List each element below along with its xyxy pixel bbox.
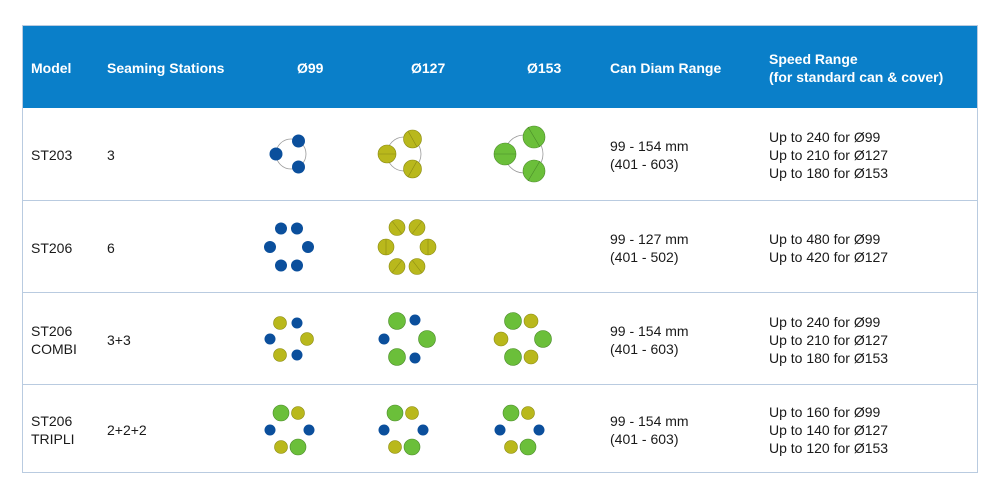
range-code: (401 - 603) bbox=[610, 431, 679, 447]
range-mm: 99 - 154 mm bbox=[610, 323, 689, 339]
table-row-st206-combi: ST206 COMBI 3+3 99 bbox=[23, 292, 977, 384]
speed-line: Up to 180 for Ø153 bbox=[769, 350, 889, 366]
range-code: (401 - 603) bbox=[610, 156, 679, 172]
station-diagram-3-yellow bbox=[377, 129, 422, 179]
model-name: ST206 bbox=[31, 413, 73, 429]
row-stations: 3 bbox=[107, 147, 115, 163]
row-can-range: 99 - 154 mm (401 - 603) bbox=[610, 137, 689, 173]
range-code: (401 - 502) bbox=[610, 249, 679, 265]
table-row-st206: ST206 6 bbox=[23, 200, 977, 292]
table-header: Model Seaming Stations Ø99 Ø127 Ø153 Can… bbox=[23, 26, 977, 108]
row-stations: 2+2+2 bbox=[107, 422, 147, 438]
speed-line: Up to 180 for Ø153 bbox=[769, 165, 889, 181]
row-can-range: 99 - 154 mm (401 - 603) bbox=[610, 412, 689, 448]
station-diagram-combi-blue-green bbox=[378, 312, 436, 366]
station-diagram-6-yellow bbox=[377, 219, 437, 275]
row-can-range: 99 - 154 mm (401 - 603) bbox=[610, 322, 689, 358]
speed-line: Up to 140 for Ø127 bbox=[769, 422, 889, 438]
row-stations: 6 bbox=[107, 240, 115, 256]
range-mm: 99 - 154 mm bbox=[610, 138, 689, 154]
header-d153: Ø153 bbox=[527, 60, 562, 76]
station-diagram-combi-blue-yellow bbox=[264, 316, 314, 362]
row-stations: 3+3 bbox=[107, 332, 131, 348]
model-name: ST206 bbox=[31, 240, 73, 256]
speed-line: Up to 240 for Ø99 bbox=[769, 129, 881, 145]
header-seaming-stations: Seaming Stations bbox=[107, 60, 225, 76]
row-speed-range: Up to 160 for Ø99 Up to 140 for Ø127 Up … bbox=[769, 403, 888, 457]
header-can-diam-range: Can Diam Range bbox=[610, 60, 722, 76]
station-diagram-tripli-1 bbox=[264, 404, 315, 456]
table-row-st206-tripli: ST206 TRIPLI 2+2+2 bbox=[23, 384, 977, 472]
speed-line: Up to 480 for Ø99 bbox=[769, 231, 881, 247]
row-model: ST206 bbox=[31, 239, 72, 257]
range-mm: 99 - 127 mm bbox=[610, 231, 689, 247]
header-model: Model bbox=[31, 60, 72, 76]
speed-line: Up to 210 for Ø127 bbox=[769, 332, 889, 348]
header-speed-range: Speed Range (for standard can & cover) bbox=[769, 50, 943, 86]
speed-line: Up to 420 for Ø127 bbox=[769, 249, 889, 265]
header-d127: Ø127 bbox=[411, 60, 446, 76]
station-diagram-combi-yellow-green bbox=[493, 312, 552, 366]
speed-line: Up to 160 for Ø99 bbox=[769, 404, 881, 420]
model-variant: TRIPLI bbox=[31, 431, 75, 447]
speed-line: Up to 240 for Ø99 bbox=[769, 314, 881, 330]
speed-line: Up to 120 for Ø153 bbox=[769, 440, 889, 456]
row-speed-range: Up to 480 for Ø99 Up to 420 for Ø127 bbox=[769, 230, 888, 266]
range-code: (401 - 603) bbox=[610, 341, 679, 357]
header-speed-range-title: Speed Range bbox=[769, 51, 858, 67]
row-model: ST206 TRIPLI bbox=[31, 412, 75, 448]
header-d99: Ø99 bbox=[297, 60, 324, 76]
station-diagram-3-blue bbox=[269, 134, 307, 174]
station-diagram-tripli-2 bbox=[378, 404, 429, 456]
row-can-range: 99 - 127 mm (401 - 502) bbox=[610, 230, 689, 266]
row-speed-range: Up to 240 for Ø99 Up to 210 for Ø127 Up … bbox=[769, 128, 888, 182]
station-diagram-6-blue bbox=[264, 222, 314, 272]
speed-line: Up to 210 for Ø127 bbox=[769, 147, 889, 163]
row-model: ST206 COMBI bbox=[31, 322, 77, 358]
range-mm: 99 - 154 mm bbox=[610, 413, 689, 429]
row-speed-range: Up to 240 for Ø99 Up to 210 for Ø127 Up … bbox=[769, 313, 888, 367]
machine-comparison-table: Model Seaming Stations Ø99 Ø127 Ø153 Can… bbox=[22, 25, 978, 473]
model-name: ST206 bbox=[31, 323, 73, 339]
station-diagram-3-green bbox=[493, 125, 546, 183]
header-speed-range-note: (for standard can & cover) bbox=[769, 69, 944, 85]
table-row-st203: ST203 3 99 - 154 mm bbox=[23, 108, 977, 200]
station-diagram-tripli-3 bbox=[494, 404, 545, 456]
model-name: ST203 bbox=[31, 147, 73, 163]
row-model: ST203 bbox=[31, 146, 72, 164]
model-variant: COMBI bbox=[31, 341, 77, 357]
